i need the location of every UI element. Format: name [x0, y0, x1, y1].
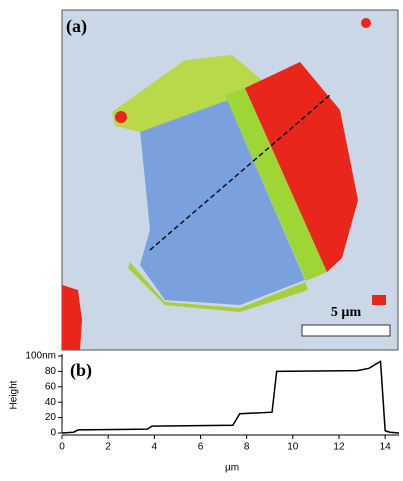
panel-label: (a) — [66, 16, 87, 37]
x-tick-label: 4 — [152, 442, 158, 453]
x-tick-label: 10 — [287, 442, 299, 453]
y-tick-label: 60 — [45, 381, 57, 392]
y-tick-label: 100nm — [25, 351, 56, 362]
x-tick-label: 8 — [244, 442, 250, 453]
x-tick-label: 0 — [59, 442, 65, 453]
x-tick-label: 14 — [380, 442, 392, 453]
profile-line — [61, 360, 400, 434]
y-tick-label: 20 — [45, 412, 57, 423]
panel-label: (b) — [70, 360, 92, 381]
x-tick-label: 6 — [198, 442, 204, 453]
y-tick-label: 80 — [45, 366, 57, 377]
y-tick-label: 0 — [50, 428, 56, 439]
afm-image: 5 µm (a) — [61, 9, 399, 351]
x-tick-label: 12 — [333, 442, 345, 453]
x-tick-label: 2 — [105, 442, 111, 453]
scale-bar-label: 5 µm — [331, 305, 362, 320]
y-axis-label: Height — [9, 380, 20, 409]
y-tick-label: 40 — [45, 397, 57, 408]
profile-chart: (b) Height µm — [9, 360, 239, 474]
x-axis-label: µm — [225, 463, 239, 474]
